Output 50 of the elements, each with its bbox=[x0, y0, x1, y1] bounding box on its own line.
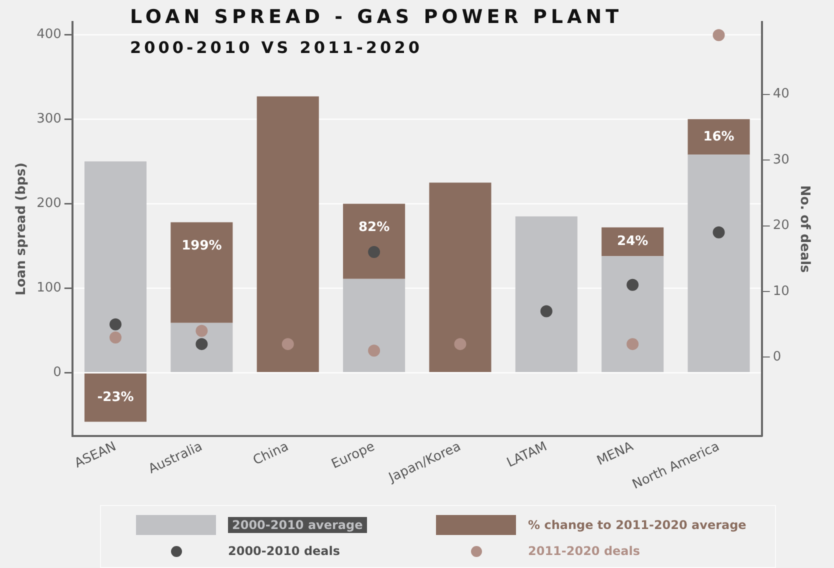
bar bbox=[84, 161, 147, 372]
point bbox=[712, 29, 725, 42]
bar bbox=[84, 373, 147, 422]
text: 2000-2010 VS 2011-2020 bbox=[130, 38, 422, 57]
bar bbox=[515, 216, 578, 372]
chart-title: LOAN SPREAD - GAS POWER PLANT bbox=[130, 6, 623, 28]
y-tick-label: 300 bbox=[36, 112, 62, 127]
y2-tick-label: 0 bbox=[772, 350, 782, 365]
y-tick-label: 400 bbox=[36, 27, 62, 42]
point bbox=[626, 278, 639, 291]
annotation: 16% bbox=[703, 129, 734, 144]
point bbox=[368, 246, 380, 258]
point bbox=[110, 318, 122, 330]
text: 2000-2010 deals bbox=[228, 544, 340, 558]
point bbox=[454, 338, 466, 350]
x-tick-label: China bbox=[250, 439, 291, 469]
y-axis-title: Loan spread (bps) bbox=[14, 162, 30, 296]
bar bbox=[170, 322, 233, 372]
y2-tick-label: 20 bbox=[772, 218, 790, 234]
bar bbox=[343, 278, 406, 372]
bar bbox=[602, 227, 664, 256]
bar bbox=[688, 119, 750, 155]
text: 2000-2010 average bbox=[228, 517, 367, 533]
text: % change to 2011-2020 average bbox=[528, 518, 746, 532]
annotation: 199% bbox=[182, 238, 222, 254]
text: 2011-2020 deals bbox=[528, 544, 640, 558]
y-tick-label: 0 bbox=[53, 365, 62, 380]
bar bbox=[170, 222, 233, 323]
y2-axis-title: No. of deals bbox=[796, 185, 812, 274]
bar bbox=[688, 154, 750, 372]
point bbox=[712, 226, 725, 238]
annotation: 82% bbox=[358, 220, 390, 236]
bar bbox=[429, 182, 492, 372]
point bbox=[282, 338, 294, 350]
y2-tick-label: 10 bbox=[772, 284, 790, 299]
bar bbox=[343, 204, 406, 279]
point bbox=[196, 338, 208, 350]
y-tick-label: 100 bbox=[36, 280, 62, 296]
point bbox=[540, 305, 552, 318]
y2-tick-label: 40 bbox=[772, 86, 790, 102]
point bbox=[368, 344, 380, 357]
point bbox=[626, 338, 639, 350]
bar bbox=[256, 96, 319, 372]
point bbox=[110, 331, 122, 344]
y2-tick-label: 30 bbox=[772, 152, 790, 168]
annotation: 24% bbox=[617, 234, 648, 250]
bar bbox=[602, 256, 664, 372]
point bbox=[196, 324, 208, 337]
y-tick-label: 200 bbox=[36, 196, 62, 212]
annotation: -23% bbox=[97, 390, 134, 406]
